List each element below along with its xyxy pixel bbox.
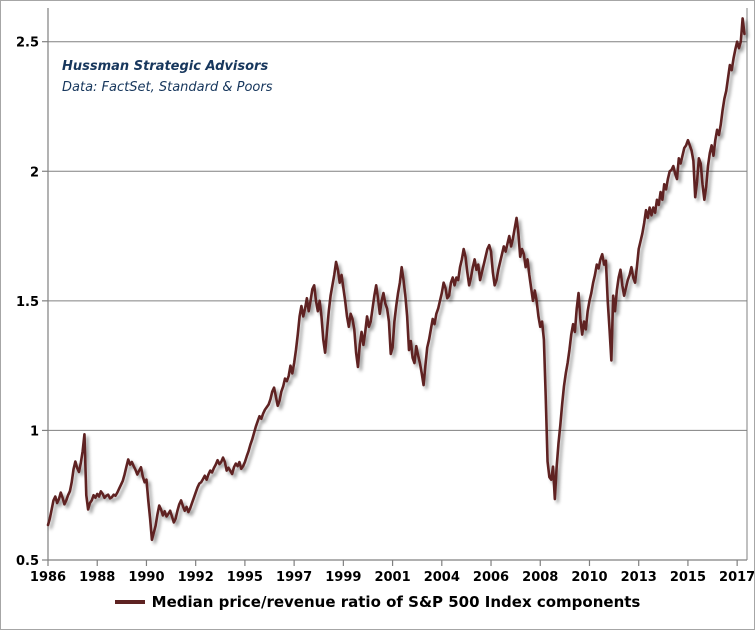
- axes: [42, 8, 748, 566]
- x-tick-label: 1986: [30, 570, 66, 585]
- y-tick-label: 0.5: [16, 554, 39, 569]
- series-line: [46, 17, 746, 542]
- median-price-revenue-line: [46, 17, 746, 542]
- legend-line-swatch: [114, 600, 145, 604]
- x-tick-label: 1999: [325, 570, 361, 585]
- x-tick-label: 2008: [522, 570, 558, 585]
- legend-label: Median price/revenue ratio of S&P 500 In…: [151, 593, 641, 611]
- x-tick-label: 1995: [227, 570, 263, 585]
- annotation-line1: Hussman Strategic Advisors: [62, 59, 269, 74]
- annotation-line2: Data: FactSet, Standard & Poors: [62, 80, 273, 95]
- y-tick-label: 2.5: [16, 36, 39, 51]
- x-tick-label: 2006: [473, 570, 509, 585]
- legend: Median price/revenue ratio of S&P 500 In…: [1, 593, 754, 611]
- annotation-source: Hussman Strategic Advisors Data: FactSet…: [62, 56, 273, 98]
- axis-labels: 0.5 1 1.5 2 2.5 1986 1988 1990 1992 1995 1997 1999 2…: [16, 36, 754, 585]
- x-tick-label: 2010: [571, 570, 607, 585]
- x-tick-label: 1997: [276, 570, 312, 585]
- x-tick-label: 1988: [79, 570, 115, 585]
- x-tick-label: 2015: [670, 570, 706, 585]
- x-tick-label: 2001: [374, 570, 410, 585]
- x-tick-label: 2017: [719, 570, 754, 585]
- x-tick-label: 1990: [128, 570, 164, 585]
- y-tick-label: 1.5: [16, 295, 39, 310]
- x-tick-label: 2013: [621, 570, 657, 585]
- x-tick-label: 2004: [424, 570, 460, 585]
- x-tick-label: 1992: [178, 570, 214, 585]
- y-tick-label: 1: [30, 424, 39, 439]
- gridlines: [48, 41, 747, 431]
- y-tick-label: 2: [30, 165, 39, 180]
